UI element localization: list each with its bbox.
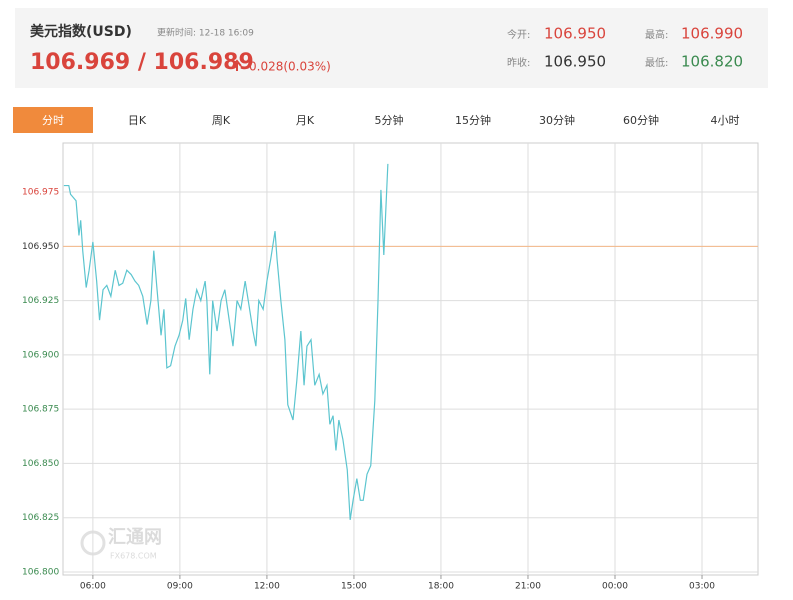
x-tick-label: 21:00: [515, 582, 541, 592]
quote-value: 106.950: [544, 25, 606, 43]
y-tick-label: 106.975: [22, 188, 59, 198]
watermark-site: FX678.COM: [110, 552, 157, 561]
y-tick-label: 106.900: [22, 350, 59, 360]
y-tick-label: 106.950: [22, 242, 59, 252]
y-tick-label: 106.825: [22, 513, 59, 523]
y-tick-label: 106.800: [22, 567, 59, 577]
price: 106.969 / 106.989: [30, 50, 254, 75]
header-panel: [15, 8, 768, 88]
update-time: 更新时间: 12-18 16:09: [157, 27, 254, 39]
quote-value: 106.990: [681, 25, 743, 43]
tab[interactable]: 30分钟: [539, 113, 575, 127]
tab[interactable]: 60分钟: [623, 113, 659, 127]
tab[interactable]: 5分钟: [375, 113, 404, 127]
tab[interactable]: 15分钟: [455, 113, 491, 127]
x-tick-label: 06:00: [80, 582, 106, 592]
price-line: [63, 163, 389, 520]
quote-label: 最低:: [645, 56, 668, 69]
tab[interactable]: 分时: [42, 114, 64, 127]
title: 美元指数(USD): [30, 23, 132, 40]
x-tick-label: 18:00: [428, 582, 454, 592]
tab[interactable]: 4小时: [711, 114, 740, 127]
active-tab[interactable]: [13, 107, 93, 133]
watermark: 汇通网 FX678.COM: [80, 527, 162, 561]
quote-label: 最高:: [645, 28, 668, 41]
quote-label: 昨收:: [507, 56, 530, 69]
quote-label: 今开:: [507, 28, 530, 41]
plot-frame: [62, 142, 759, 576]
y-tick-label: 106.850: [22, 459, 59, 469]
x-tick-label: 15:00: [341, 582, 367, 592]
tab[interactable]: 日K: [128, 114, 147, 127]
x-tick-label: 12:00: [254, 582, 280, 592]
up-arrow: [232, 59, 242, 71]
x-tick-label: 03:00: [689, 582, 715, 592]
x-tick-label: 09:00: [167, 582, 193, 592]
y-tick-label: 106.875: [22, 405, 59, 415]
quote-value: 106.950: [544, 53, 606, 71]
change: 0.028(0.03%): [249, 60, 331, 74]
tab[interactable]: 周K: [212, 114, 231, 127]
quote-value: 106.820: [681, 53, 743, 71]
x-tick-label: 00:00: [602, 582, 628, 592]
tab[interactable]: 月K: [296, 114, 315, 127]
y-tick-label: 106.925: [22, 296, 59, 306]
watermark-name: 汇通网: [108, 527, 162, 548]
